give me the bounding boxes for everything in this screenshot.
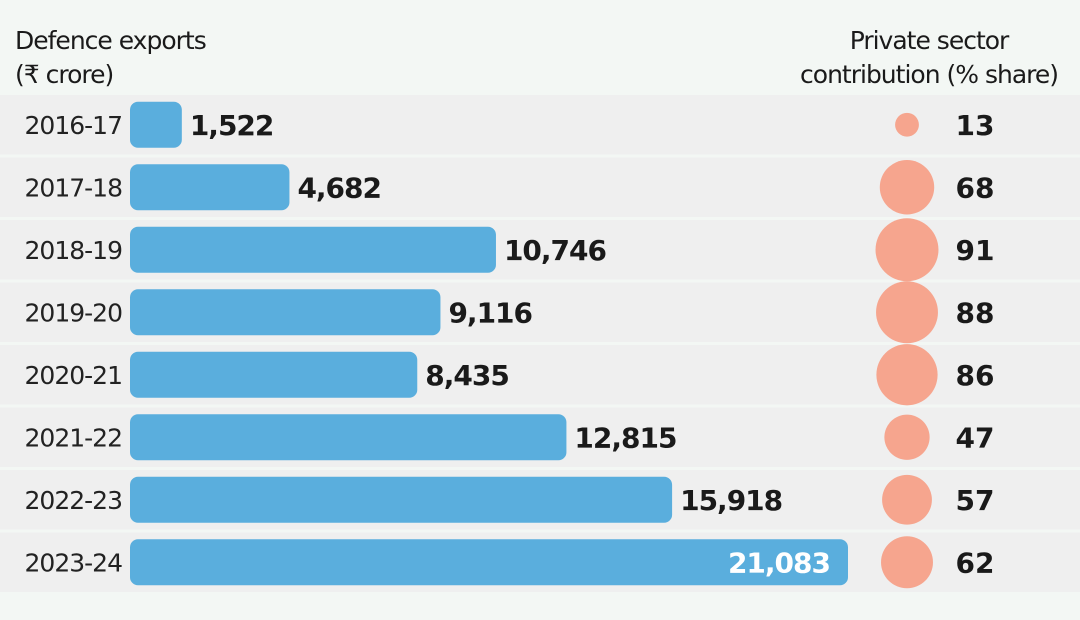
private-title: Private sector [849, 26, 1010, 55]
private-share-bubble [875, 218, 939, 282]
export-value-label: 4,682 [297, 171, 381, 204]
export-value-label: 12,815 [574, 421, 676, 454]
private-share-bubble [879, 160, 935, 215]
exports-unit: (₹ crore) [15, 60, 114, 89]
export-bar [130, 226, 496, 273]
export-bar [130, 164, 290, 211]
export-bar [130, 289, 441, 336]
category-label: 2019-20 [25, 298, 123, 327]
exports-title: Defence exports [15, 26, 207, 55]
category-label: 2023-24 [25, 548, 123, 577]
private-share-bubble [876, 344, 938, 406]
private-share-label: 57 [956, 484, 995, 517]
category-label: 2022-23 [25, 486, 122, 515]
export-value-label: 21,083 [728, 546, 830, 579]
category-label: 2020-21 [25, 361, 122, 390]
export-bar [130, 414, 567, 461]
category-label: 2021-22 [25, 423, 122, 452]
export-bar [130, 476, 673, 523]
private-share-label: 91 [956, 234, 995, 267]
export-bar [130, 101, 182, 148]
private-share-label: 88 [956, 296, 995, 329]
export-value-label: 9,116 [448, 296, 532, 329]
private-share-label: 68 [956, 171, 995, 204]
private-unit: contribution (% share) [800, 60, 1059, 89]
private-share-label: 86 [956, 359, 995, 392]
export-value-label: 15,918 [680, 484, 782, 517]
private-share-label: 13 [956, 109, 995, 142]
private-share-bubble [882, 474, 932, 525]
private-share-bubble [881, 536, 933, 589]
export-value-label: 1,522 [190, 109, 274, 142]
category-label: 2018-19 [25, 236, 123, 265]
private-share-bubble [876, 281, 938, 344]
category-label: 2016-17 [25, 111, 122, 140]
export-value-label: 8,435 [425, 359, 509, 392]
private-share-label: 47 [956, 421, 995, 454]
exports-header: Defence exports (₹ crore) [15, 24, 207, 92]
category-label: 2017-18 [25, 173, 123, 202]
export-value-label: 10,746 [504, 234, 606, 267]
private-share-bubble [884, 414, 930, 460]
export-bar [130, 539, 848, 586]
private-share-label: 62 [956, 546, 995, 579]
export-bar [130, 351, 418, 398]
private-share-bubble [895, 112, 919, 137]
private-share-header: Private sector contribution (% share) [800, 24, 1059, 92]
